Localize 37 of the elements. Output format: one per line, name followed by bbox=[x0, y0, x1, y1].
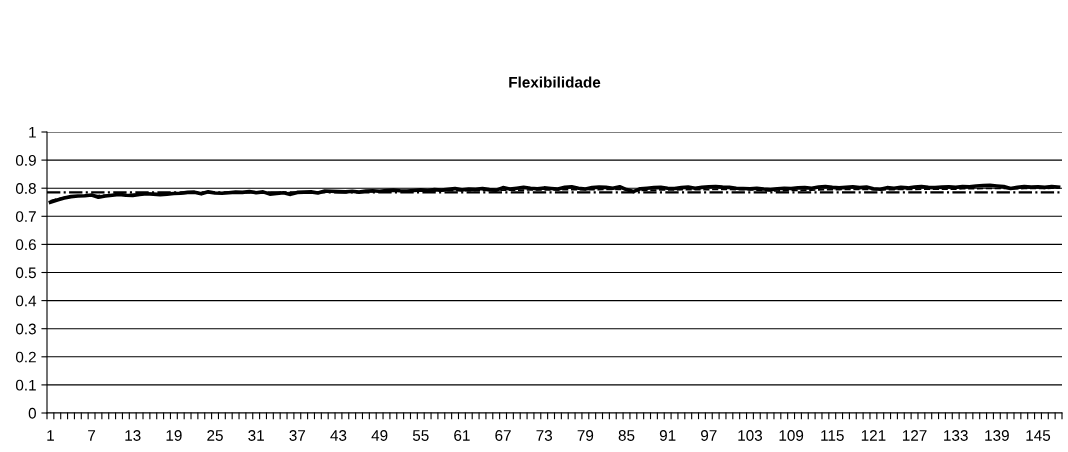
x-tick-label: 109 bbox=[779, 430, 804, 441]
x-tick-label: 7 bbox=[88, 430, 96, 441]
x-tick-label: 103 bbox=[738, 430, 763, 441]
y-tick-label: 0 bbox=[28, 407, 36, 419]
y-tick-label: 1 bbox=[29, 127, 36, 138]
x-tick-label: 49 bbox=[371, 430, 388, 441]
x-tick-label: 13 bbox=[125, 430, 141, 441]
x-tick-label: 31 bbox=[248, 430, 264, 441]
x-tick-label: 25 bbox=[207, 430, 223, 441]
y-tick-label: 0.4 bbox=[15, 295, 37, 307]
x-tick-label: 115 bbox=[821, 430, 844, 441]
x-tick-label: 145 bbox=[1026, 430, 1051, 441]
x-tick-label: 43 bbox=[330, 430, 347, 441]
y-tick-label: 0.6 bbox=[15, 239, 36, 251]
x-tick-label: 79 bbox=[577, 430, 594, 441]
x-tick-label: 133 bbox=[944, 430, 968, 441]
y-tick-label: 0.9 bbox=[15, 154, 36, 166]
y-tick-label: 0.8 bbox=[15, 183, 36, 194]
x-tick-label: 19 bbox=[166, 430, 182, 441]
x-tick-label: 85 bbox=[618, 430, 635, 441]
x-tick-label: 139 bbox=[985, 430, 1009, 441]
x-tick-label: 55 bbox=[412, 430, 429, 441]
x-tick-label: 67 bbox=[495, 430, 511, 441]
y-tick-label: 0.1 bbox=[15, 379, 36, 391]
x-tick-label: 127 bbox=[902, 430, 927, 441]
x-tick-label: 91 bbox=[659, 430, 676, 441]
x-tick-label: 97 bbox=[701, 430, 717, 441]
x-tick-label: 1 bbox=[47, 430, 54, 441]
y-tick-label: 0.2 bbox=[15, 351, 36, 363]
x-tick-label: 37 bbox=[289, 430, 306, 441]
x-tick-label: 61 bbox=[454, 430, 470, 441]
y-tick-label: 0.3 bbox=[15, 323, 36, 335]
y-tick-label: 0.7 bbox=[15, 211, 36, 222]
chart-title: Flexibilidade bbox=[509, 76, 601, 88]
y-tick-label: 0.5 bbox=[15, 267, 36, 279]
x-tick-label: 73 bbox=[536, 430, 553, 441]
x-tick-label: 121 bbox=[861, 430, 886, 441]
